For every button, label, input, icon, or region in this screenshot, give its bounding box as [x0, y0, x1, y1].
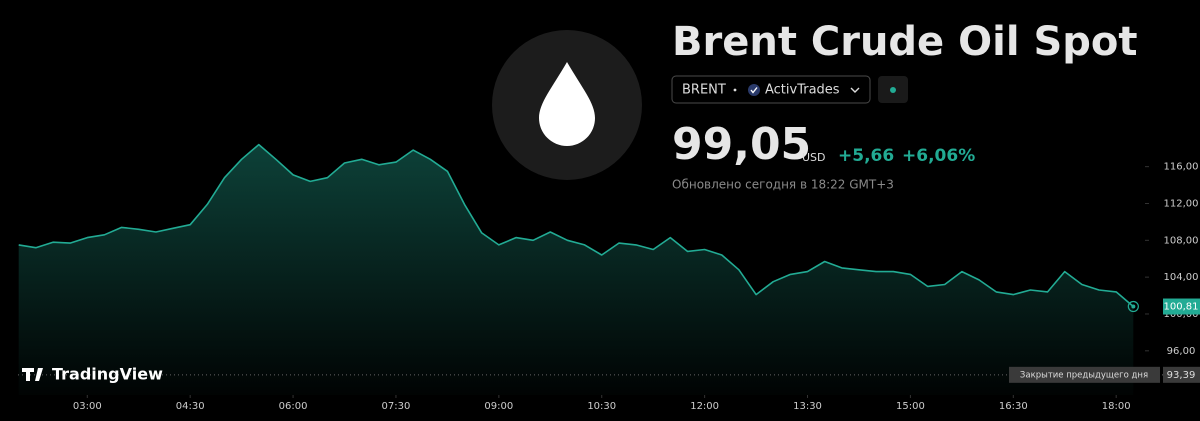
x-tick-label: 15:00 [896, 401, 925, 412]
x-tick-label: 18:00 [1102, 401, 1131, 412]
x-tick-label: 09:00 [484, 401, 513, 412]
last-point [1127, 300, 1139, 313]
previous-close-value-badge [1163, 366, 1200, 383]
verified-icon [748, 84, 760, 96]
change-percent: +6,06% [902, 146, 975, 166]
last-value-label: 100,81 [1164, 302, 1199, 313]
x-tick-label: 13:30 [793, 401, 822, 412]
currency: USD [802, 151, 826, 164]
x-tick-label: 16:30 [999, 401, 1028, 412]
x-tick-label: 03:00 [73, 401, 102, 412]
title: Brent Crude Oil Spot [672, 19, 1138, 65]
symbol-selector[interactable] [671, 75, 871, 104]
x-tick-label: 12:00 [690, 401, 719, 412]
status-dot [890, 87, 896, 93]
separator [733, 88, 737, 92]
y-tick-label: 104,00 [1164, 272, 1199, 283]
y-tick-label: 116,00 [1164, 162, 1199, 173]
check [750, 87, 758, 94]
x-tick-label: 06:00 [279, 401, 308, 412]
change: +5,66 [838, 146, 894, 166]
chevron [850, 87, 860, 93]
y-tick-label: 108,00 [1164, 235, 1199, 246]
plot: 03:00 04:30 06:00 07:30 09:00 10:30 12:00 13:30… [18, 143, 1200, 412]
price-line [18, 143, 1134, 308]
previous-close-value: 93,39 [1167, 370, 1196, 381]
updated: Обновлено сегодня в 18:22 GMT+3 [672, 178, 894, 192]
exchange: ActivTrades [765, 83, 840, 98]
previous-close-label: Закрытие предыдущего дня [1020, 370, 1148, 380]
previous-close-badge [1009, 366, 1160, 383]
brand: TradingView [52, 365, 163, 384]
oil-drop-icon [539, 62, 595, 146]
area-fill [18, 144, 1134, 395]
y-tick-label: 112,00 [1164, 198, 1199, 209]
x-tick-label: 10:30 [587, 401, 616, 412]
symbol: BRENT [682, 83, 726, 98]
y-tick-label: 96,00 [1167, 346, 1196, 357]
x-tick-label: 04:30 [176, 401, 205, 412]
brand-icon [22, 368, 43, 381]
last-point-core [1131, 304, 1136, 309]
x-tick-label: 07:30 [382, 401, 411, 412]
last-value-badge [1163, 298, 1200, 315]
price: 99,05 [672, 119, 811, 170]
